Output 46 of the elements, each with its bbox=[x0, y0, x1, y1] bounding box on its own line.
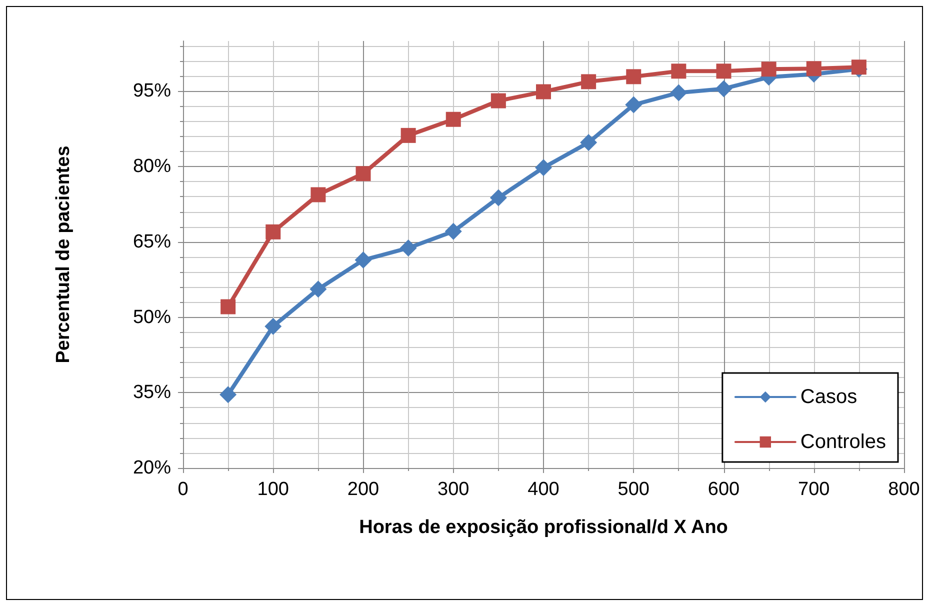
point bbox=[220, 386, 237, 404]
point bbox=[671, 64, 686, 79]
y-tick-label: 20% bbox=[132, 458, 172, 478]
y-tick-label: 65% bbox=[132, 231, 172, 252]
x-tick-label: 600 bbox=[708, 479, 740, 500]
point bbox=[715, 80, 732, 98]
point bbox=[806, 61, 822, 76]
x-tick-label: 100 bbox=[257, 479, 289, 500]
point bbox=[670, 84, 688, 102]
x-tick-label: 800 bbox=[888, 479, 920, 500]
point bbox=[400, 239, 417, 256]
point bbox=[310, 187, 326, 202]
point bbox=[354, 252, 372, 269]
point bbox=[580, 134, 598, 151]
point bbox=[220, 299, 236, 314]
point bbox=[716, 64, 732, 79]
legend-label: Casos bbox=[800, 386, 858, 408]
legend-label: Controles bbox=[800, 431, 886, 453]
x-tick-label: 400 bbox=[528, 479, 560, 500]
point bbox=[535, 159, 552, 176]
point bbox=[266, 224, 281, 240]
point bbox=[851, 60, 866, 75]
point bbox=[626, 69, 642, 84]
point bbox=[264, 318, 282, 335]
point bbox=[446, 112, 461, 127]
x-tick-label: 0 bbox=[178, 479, 188, 500]
point bbox=[581, 74, 596, 90]
point bbox=[310, 280, 327, 298]
y-tick-label: 80% bbox=[132, 156, 172, 178]
point bbox=[490, 93, 506, 108]
x-tick-label: 200 bbox=[347, 479, 380, 500]
point bbox=[400, 128, 416, 143]
point bbox=[536, 84, 551, 100]
point bbox=[356, 166, 371, 182]
x-axis-title: Horas de exposição profissional/d X Ano bbox=[359, 517, 728, 538]
y-axis-title: Percentual de pacientes bbox=[53, 146, 74, 364]
y-tick-label: 95% bbox=[132, 80, 172, 102]
x-tick-label: 700 bbox=[798, 479, 830, 500]
y-tick-label: 35% bbox=[132, 382, 172, 404]
point bbox=[625, 96, 642, 114]
x-tick-label: 300 bbox=[438, 479, 470, 500]
x-tick-label: 500 bbox=[618, 479, 650, 500]
point bbox=[761, 62, 776, 77]
point bbox=[490, 189, 507, 206]
point bbox=[444, 222, 462, 240]
y-tick-label: 50% bbox=[132, 306, 172, 328]
